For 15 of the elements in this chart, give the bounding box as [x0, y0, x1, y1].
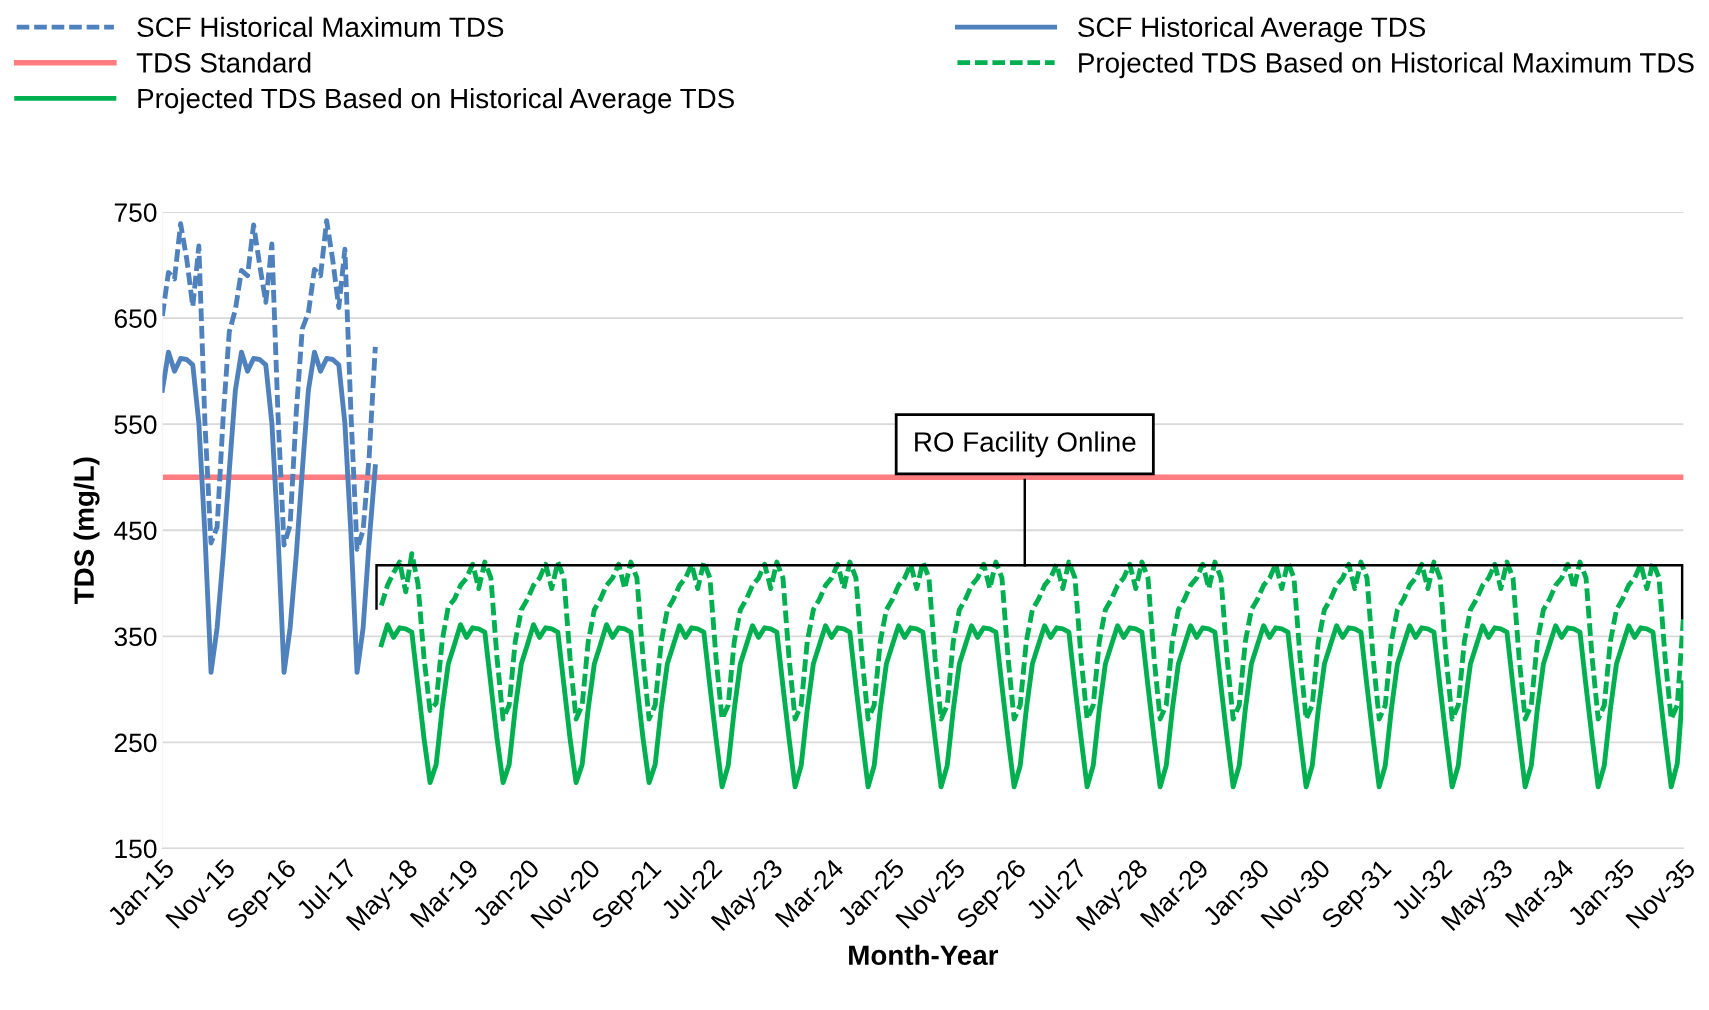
legend-label: Projected TDS Based on Historical Maximum TDS: [1079, 52, 1694, 79]
y-tick-label: 750: [114, 203, 157, 222]
x-axis-title: Month-Year: [849, 944, 999, 966]
annotation: RO Facility Online: [915, 431, 1136, 458]
y-tick-label: 650: [114, 309, 157, 328]
y-axis-title: TDS (mg/L): [73, 457, 100, 604]
legend-label: TDS Standard: [136, 52, 311, 73]
y-tick-label: 550: [114, 415, 157, 435]
y-tick-label: 350: [114, 627, 157, 647]
legend-label: Projected TDS Based on Historical Average TDS: [138, 87, 734, 114]
y-tick-label: 150: [115, 839, 157, 859]
y-tick-label: 450: [114, 521, 157, 541]
legend-label: SCF Historical Maximum TDS: [137, 16, 504, 38]
y-tick-label: 250: [114, 733, 157, 753]
legend-label: SCF Historical Average TDS: [1078, 16, 1426, 43]
